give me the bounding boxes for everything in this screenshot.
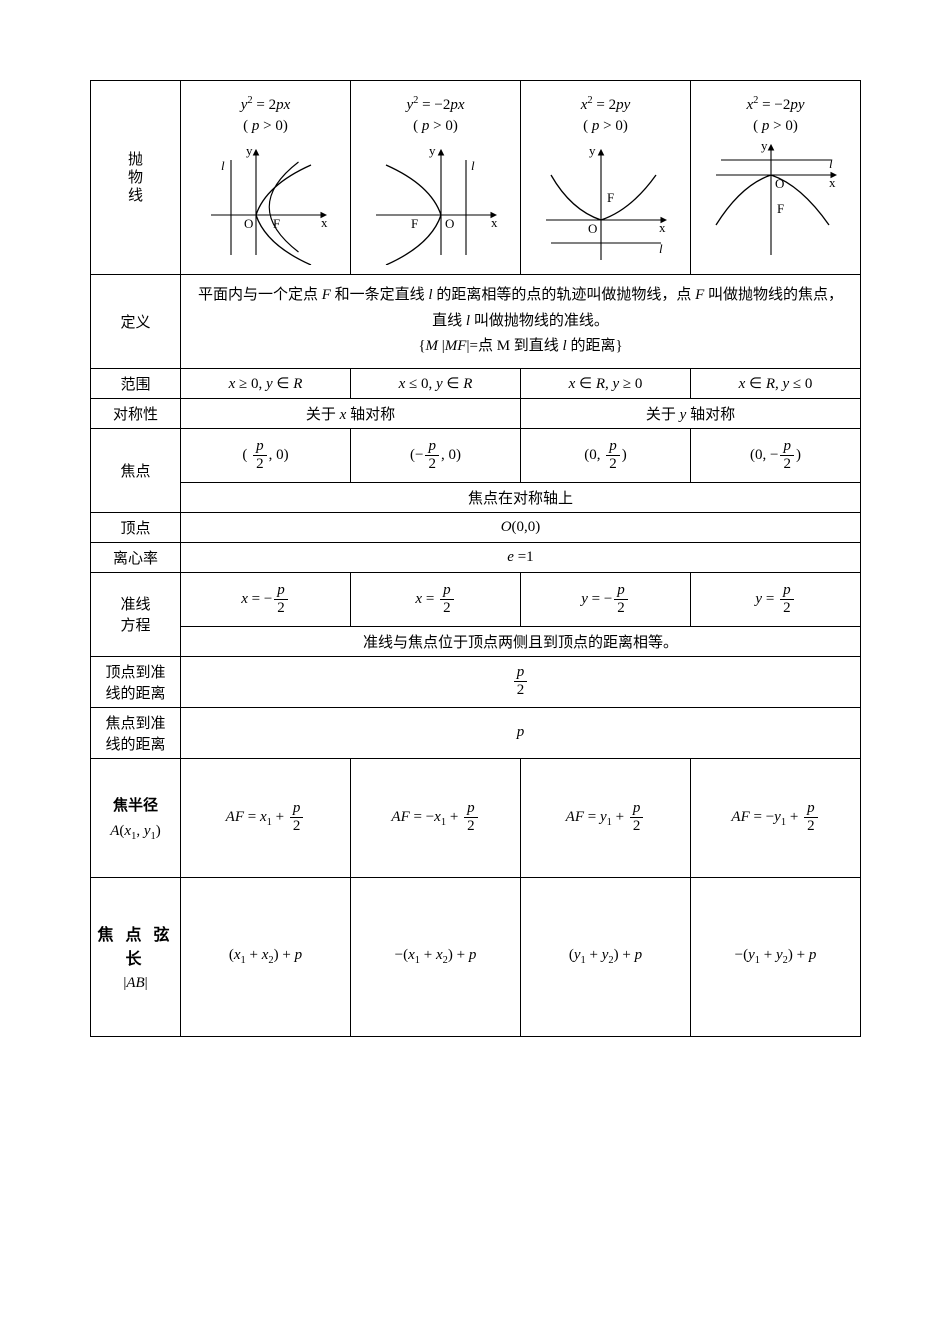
range-c1: x ≥ 0, y ∈ R [181,368,351,398]
svg-text:x: x [659,220,666,235]
svg-text:x: x [829,175,836,190]
row-focus-to-directrix: 焦点到准 线的距离 p [91,707,861,758]
focal-chord-AB: |AB| [97,975,174,992]
page: 抛物线 y2 = 2px ( p > 0) l y x O F [0,0,945,1077]
eq-c4: x2 = −2py [697,85,854,118]
focus-c2: (−p2, 0) [351,428,521,482]
vertex-to-directrix-value: p2 [181,656,861,707]
label-directrix: 准线 方程 [91,572,181,656]
vertex-value: O(0,0) [181,512,861,542]
svg-text:l: l [221,158,225,173]
focal-radius-c2: AF = −x1 + p2 [351,758,521,877]
directrix-c1: x = −p2 [181,572,351,626]
label-focal-radius: 焦半径 A(x1, y1) [91,758,181,877]
label-vertex-to-directrix: 顶点到准 线的距离 [91,656,181,707]
cond-c2: ( p > 0) [357,118,514,135]
focal-chord-title-2: 长 [97,945,174,969]
range-c2: x ≤ 0, y ∈ R [351,368,521,398]
row-vertex: 顶点 O(0,0) [91,512,861,542]
focus-c3: (0, p2) [521,428,691,482]
svg-text:F: F [607,190,614,205]
focal-chord-c3: (y1 + y2) + p [521,877,691,1036]
focus-to-directrix-value: p [181,707,861,758]
range-c4: x ∈ R, y ≤ 0 [691,368,861,398]
directrix-note: 准线与焦点位于顶点两侧且到顶点的距离相等。 [181,626,861,656]
row-directrix-note: 准线与焦点位于顶点两侧且到顶点的距离相等。 [91,626,861,656]
symmetry-right: 关于 y 轴对称 [521,398,861,428]
focal-chord-title-1: 焦 点 弦 [97,921,174,945]
cond-c3: ( p > 0) [527,118,684,135]
label-parabola: 抛物线 [128,151,143,205]
label-symmetry: 对称性 [91,398,181,428]
row-focal-chord: 焦 点 弦 长 |AB| (x1 + x2) + p −(x1 + x2) + … [91,877,861,1036]
svg-text:l: l [471,158,475,173]
cell-parabola-label: 抛物线 [91,81,181,275]
cell-c3: x2 = 2py ( p > 0) l y x O F [521,81,691,275]
row-range: 范围 x ≥ 0, y ∈ R x ≤ 0, y ∈ R x ∈ R, y ≥ … [91,368,861,398]
row-focal-radius: 焦半径 A(x1, y1) AF = x1 + p2 AF = −x1 + p2… [91,758,861,877]
eq-c3: x2 = 2py [527,85,684,118]
svg-text:y: y [246,143,253,158]
svg-text:F: F [273,216,280,231]
row-eccentricity: 离心率 e =1 [91,542,861,572]
row-focus: 焦点 ( p2, 0) (−p2, 0) (0, p2) (0, −p2) [91,428,861,482]
svg-text:y: y [429,143,436,158]
svg-text:x: x [321,215,328,230]
svg-text:F: F [777,201,784,216]
label-focus: 焦点 [91,428,181,512]
label-range: 范围 [91,368,181,398]
focus-note: 焦点在对称轴上 [181,482,861,512]
focal-radius-c3: AF = y1 + p2 [521,758,691,877]
cell-definition: 平面内与一个定点 F 和一条定直线 l 的距离相等的点的轨迹叫做抛物线，点 F … [181,275,861,369]
label-definition: 定义 [91,275,181,369]
cell-c1: y2 = 2px ( p > 0) l y x O F [181,81,351,275]
directrix-c3: y = −p2 [521,572,691,626]
label-focal-chord: 焦 点 弦 长 |AB| [91,877,181,1036]
svg-text:l: l [659,241,663,256]
graph-c2: l y x O F [361,135,511,265]
label-vertex: 顶点 [91,512,181,542]
graph-c3: l y x O F [531,135,681,265]
focal-chord-c1: (x1 + x2) + p [181,877,351,1036]
eq-c1: y2 = 2px [187,85,344,118]
eccentricity-value: e =1 [181,542,861,572]
cell-c4: x2 = −2py ( p > 0) l y x O F [691,81,861,275]
focal-radius-title: 焦半径 [97,794,174,815]
symmetry-left: 关于 x 轴对称 [181,398,521,428]
cond-c4: ( p > 0) [697,118,854,135]
row-focus-note: 焦点在对称轴上 [91,482,861,512]
cond-c1: ( p > 0) [187,118,344,135]
focal-radius-c1: AF = x1 + p2 [181,758,351,877]
row-equations-graphs: 抛物线 y2 = 2px ( p > 0) l y x O F [91,81,861,275]
row-directrix: 准线 方程 x = −p2 x = p2 y = −p2 y = p2 [91,572,861,626]
svg-text:O: O [445,216,454,231]
focus-c1: ( p2, 0) [181,428,351,482]
label-eccentricity: 离心率 [91,542,181,572]
range-c3: x ∈ R, y ≥ 0 [521,368,691,398]
row-symmetry: 对称性 关于 x 轴对称 关于 y 轴对称 [91,398,861,428]
svg-text:O: O [244,216,253,231]
graph-c4: l y x O F [701,135,851,265]
svg-text:l: l [829,156,833,171]
svg-text:x: x [491,215,498,230]
focal-radius-point: A(x1, y1) [97,823,174,842]
directrix-c2: x = p2 [351,572,521,626]
focal-radius-c4: AF = −y1 + p2 [691,758,861,877]
graph-c1: l y x O F [191,135,341,265]
svg-text:O: O [775,176,784,191]
svg-text:F: F [411,216,418,231]
svg-text:y: y [761,138,768,153]
label-focus-to-directrix: 焦点到准 线的距离 [91,707,181,758]
focus-c4: (0, −p2) [691,428,861,482]
directrix-c4: y = p2 [691,572,861,626]
row-definition: 定义 平面内与一个定点 F 和一条定直线 l 的距离相等的点的轨迹叫做抛物线，点… [91,275,861,369]
focal-chord-c4: −(y1 + y2) + p [691,877,861,1036]
svg-text:O: O [588,221,597,236]
parabola-properties-table: 抛物线 y2 = 2px ( p > 0) l y x O F [90,80,861,1037]
focal-chord-c2: −(x1 + x2) + p [351,877,521,1036]
svg-text:y: y [589,143,596,158]
eq-c2: y2 = −2px [357,85,514,118]
cell-c2: y2 = −2px ( p > 0) l y x O F [351,81,521,275]
row-vertex-to-directrix: 顶点到准 线的距离 p2 [91,656,861,707]
